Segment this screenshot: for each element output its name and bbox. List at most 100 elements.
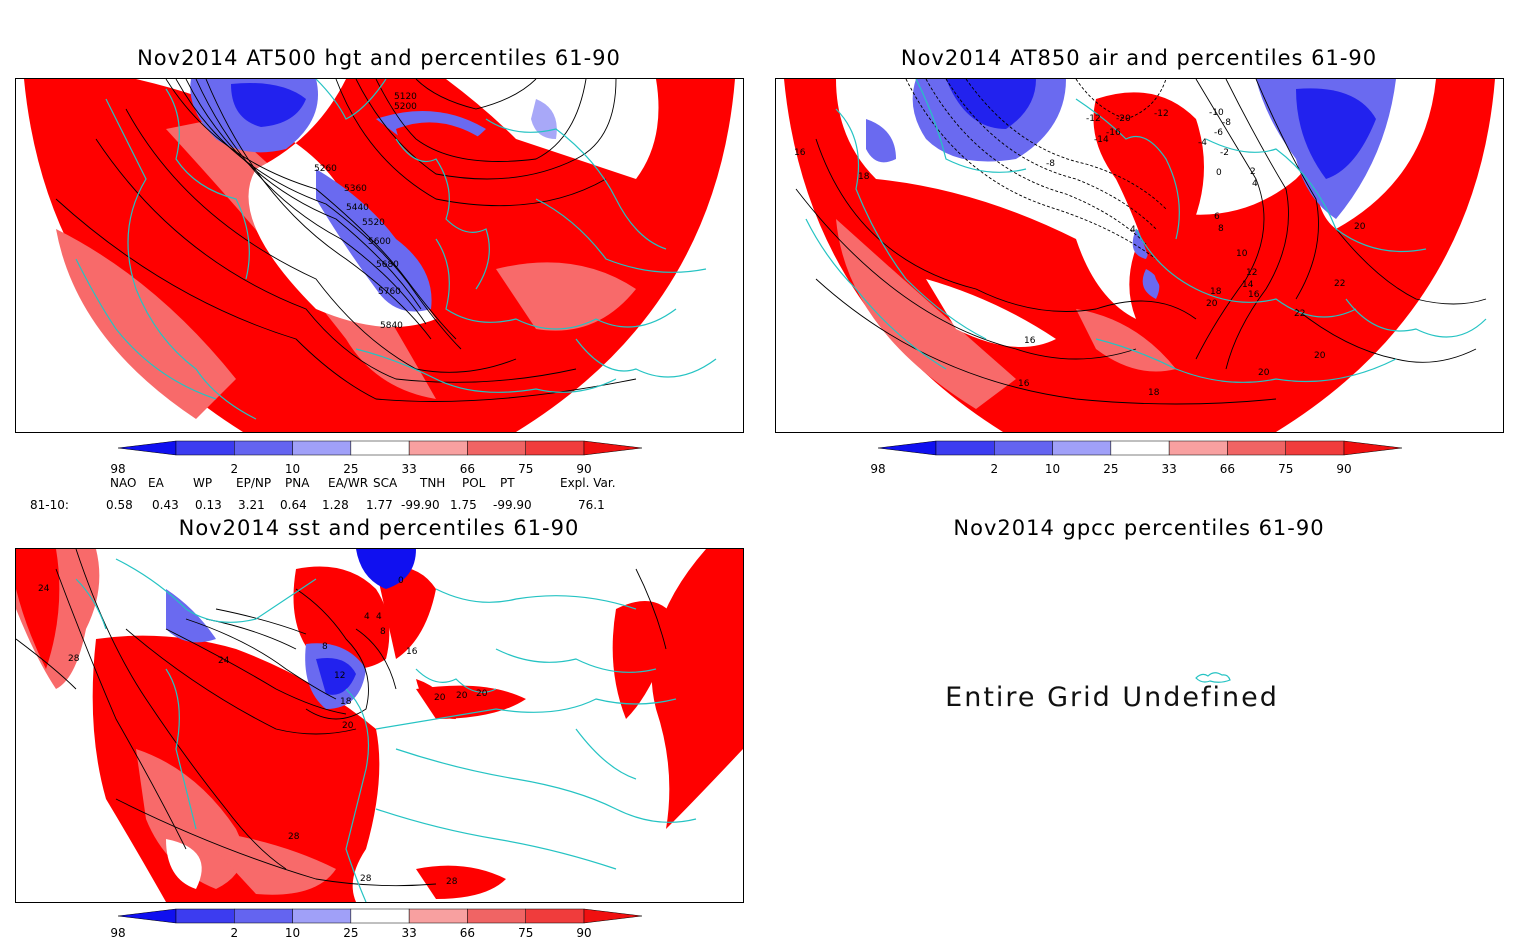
contour-label: -14	[1094, 135, 1109, 145]
contour-label: 28	[446, 877, 458, 887]
contour-label: 12	[1246, 268, 1257, 278]
contour-label: 16	[1018, 379, 1030, 389]
colorbar-hgt500: 2 10 25 33 66 75 90 98	[110, 440, 643, 478]
colorbar-label: 75	[518, 926, 534, 940]
colorbar-box	[292, 440, 352, 456]
contour-label: 4	[1252, 179, 1258, 189]
index-name: NAO	[110, 476, 137, 490]
gpcc-island-outline	[1195, 672, 1231, 683]
index-name: POL	[462, 476, 486, 490]
contour-label: -8	[1222, 118, 1231, 128]
contour-label: 22	[1334, 279, 1345, 289]
contour-label: 20	[1206, 299, 1218, 309]
contour-label: 20	[456, 691, 468, 701]
contour-label: 22	[1294, 309, 1305, 319]
contour-label: 8	[1218, 224, 1224, 234]
colorbar-label: 10	[284, 462, 301, 476]
contour-label: 20	[342, 721, 354, 731]
teleconnection-indices: 81-10: NAO 0.58 EA 0.43 WP 0.13 EP/NP 3.21 PNA 0.6…	[30, 476, 670, 516]
colorbar-label: 25	[1103, 462, 1119, 476]
index-value: -99.90	[401, 498, 440, 512]
contour-label: 5200	[394, 102, 417, 112]
contour-label: -20	[1116, 114, 1131, 124]
contour-label: 20	[476, 689, 488, 699]
colorbar-label: 2	[230, 462, 239, 476]
panel-title-sst: Nov2014 sst and percentiles 61-90	[178, 516, 580, 540]
index-name: EP/NP	[236, 476, 272, 490]
colorbar-box	[350, 440, 410, 456]
contour-label: 18	[340, 697, 352, 707]
contour-label: 5360	[344, 184, 367, 194]
colorbar-label: 25	[343, 926, 359, 940]
colorbar-arrow-left	[117, 440, 177, 456]
contour-label: 4	[376, 612, 382, 622]
contour-label: -2	[1220, 148, 1229, 158]
index-name: PT	[500, 476, 515, 490]
colorbar-box	[994, 440, 1053, 456]
colorbar-box	[1168, 440, 1228, 456]
index-name: TNH	[420, 476, 446, 490]
colorbar-box	[408, 908, 468, 924]
contour-label: 18	[1210, 287, 1222, 297]
colorbar-label: 2	[990, 462, 999, 476]
contour-label: 12	[334, 671, 345, 681]
contour-label: -10	[1209, 108, 1224, 118]
contour-label: 14	[1242, 280, 1254, 290]
colorbar-label: 33	[401, 926, 417, 940]
contour-label: -4	[1198, 138, 1207, 148]
colorbar-box	[175, 440, 235, 456]
colorbar-label: 98	[110, 926, 126, 940]
colorbar-box	[1285, 440, 1345, 456]
contour-label: 0	[398, 576, 404, 586]
index-value: 1.77	[366, 498, 393, 512]
contour-label: -16	[1106, 128, 1121, 138]
contour-label: 20	[434, 693, 446, 703]
contour-label: 16	[1248, 290, 1260, 300]
contour-label: 5120	[394, 92, 417, 102]
colorbar-label: 90	[576, 462, 592, 476]
index-value: 76.1	[578, 498, 605, 512]
colorbar-box	[525, 440, 585, 456]
contour-label: 16	[794, 148, 806, 158]
colorbar-box	[1110, 440, 1170, 456]
contour-label: -8	[1046, 159, 1055, 169]
contour-label: 20	[1354, 222, 1366, 232]
map-sst: 0 4 4 8 8 12 16 18 20 20 20 20 24 24 28 …	[15, 548, 744, 903]
colorbar-box	[467, 440, 526, 456]
colorbar-box	[292, 908, 352, 924]
panel-title-air850: Nov2014 AT850 air and percentiles 61-90	[900, 46, 1378, 70]
colorbar-label: 66	[459, 462, 476, 476]
colorbar-label: 90	[1336, 462, 1352, 476]
index-value: 0.58	[106, 498, 133, 512]
contour-label: 2	[1250, 167, 1256, 177]
contour-label: 4	[1130, 225, 1136, 235]
contour-label: 18	[1148, 388, 1160, 398]
contour-label: 18	[858, 172, 870, 182]
colorbar-arrow-right	[1343, 440, 1403, 456]
colorbar-box	[234, 440, 293, 456]
index-value: 1.75	[450, 498, 477, 512]
contour-label: 5260	[314, 164, 337, 174]
colorbar-label: 75	[518, 462, 534, 476]
contour-label: 24	[218, 656, 230, 666]
contour-label: 20	[1314, 351, 1326, 361]
index-value: 3.21	[238, 498, 265, 512]
contour-label: 5840	[380, 321, 403, 331]
contour-label: 5440	[346, 203, 369, 213]
contour-label: 6	[1214, 212, 1220, 222]
contour-label: 5760	[378, 287, 401, 297]
panel-title-gpcc: Nov2014 gpcc percentiles 61-90	[953, 516, 1325, 540]
colorbar-label: 10	[284, 926, 301, 940]
colorbar-box	[234, 908, 293, 924]
colorbar-label: 66	[1219, 462, 1236, 476]
colorbar-label: 2	[230, 926, 239, 940]
colorbar-arrow-left	[117, 908, 177, 924]
contour-label: 10	[1236, 249, 1248, 259]
index-name: EA	[148, 476, 164, 490]
indices-row-label: 81-10:	[30, 498, 69, 512]
colorbar-label: 10	[1044, 462, 1061, 476]
contour-label: 8	[380, 627, 386, 637]
contour-label: 28	[288, 832, 300, 842]
index-name: Expl. Var.	[560, 476, 616, 490]
colorbar-box	[467, 908, 526, 924]
